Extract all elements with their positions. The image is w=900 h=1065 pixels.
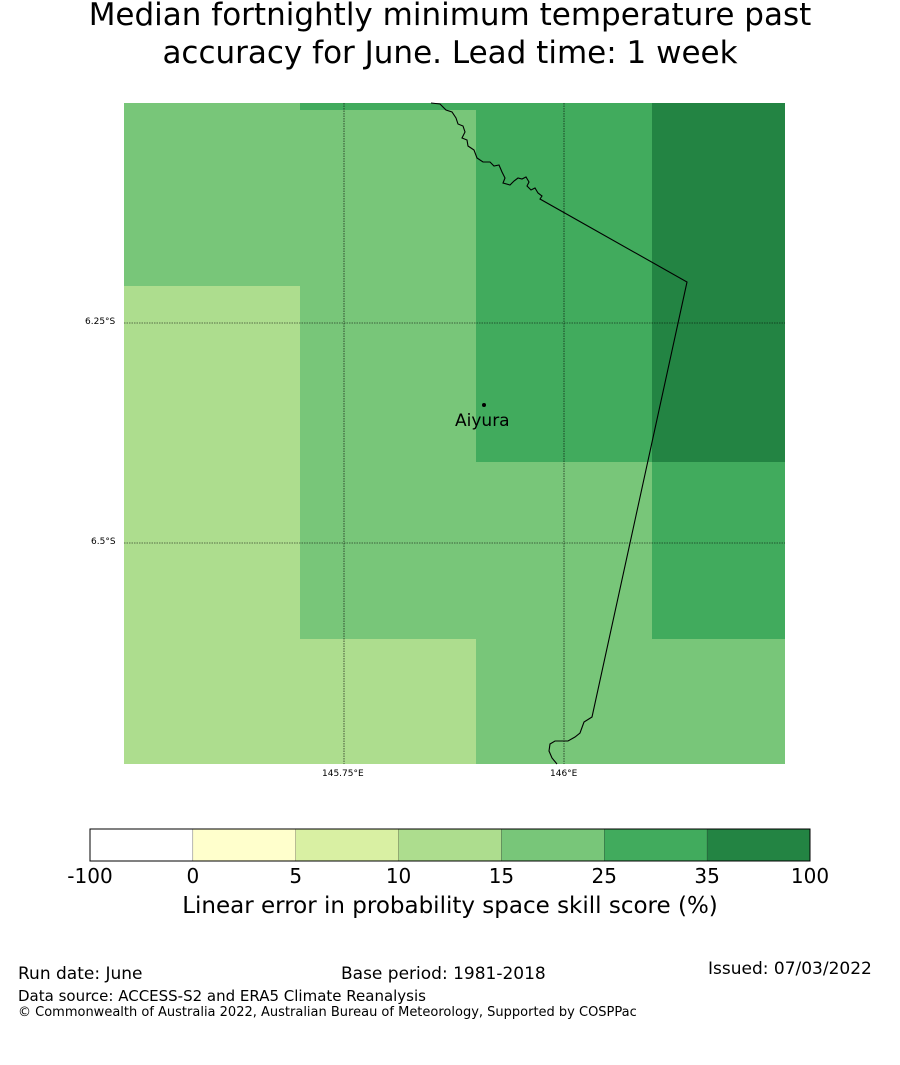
grid-cell	[652, 103, 785, 286]
colorbar-tick-label: 100	[790, 864, 830, 888]
colorbar-tick-label: 25	[591, 864, 618, 888]
data-source: Data source: ACCESS-S2 and ERA5 Climate …	[18, 987, 426, 1005]
colorbar-frame	[89, 828, 811, 862]
run-date: Run date: June	[18, 964, 143, 984]
grid-cell-edge	[300, 103, 476, 110]
colorbar-swatch	[295, 828, 399, 862]
grid-cell	[300, 286, 476, 462]
colorbar-tick-label: -100	[67, 864, 113, 888]
base-period: Base period: 1981-2018	[341, 964, 546, 984]
lat-label-6-25: 6.25°S	[85, 317, 116, 327]
copyright: © Commonwealth of Australia 2022, Austra…	[18, 1005, 637, 1020]
grid-cell	[652, 286, 785, 462]
grid-cell	[652, 639, 785, 764]
colorbar-tick-label: 15	[488, 864, 515, 888]
grid-cell	[124, 286, 300, 462]
map-title: Median fortnightly minimum temperature p…	[0, 0, 900, 72]
colorbar-swatches	[89, 828, 811, 862]
lon-label-145-75: 145.75°E	[322, 769, 364, 779]
colorbar-label: Linear error in probability space skill …	[182, 893, 718, 919]
colorbar-swatch	[501, 828, 605, 862]
grid-cell	[124, 639, 300, 764]
colorbar-tick-label: 0	[186, 864, 200, 888]
title-line-1: Median fortnightly minimum temperature p…	[88, 0, 812, 33]
grid-cell	[300, 462, 476, 639]
title-line-2: accuracy for June. Lead time: 1 week	[162, 35, 738, 71]
border-line	[430, 102, 688, 765]
grid-cell	[300, 639, 476, 764]
colorbar-swatch	[706, 828, 811, 862]
colorbar-tick-label: 10	[385, 864, 412, 888]
grid-cell	[124, 462, 300, 639]
grid-cell	[124, 103, 300, 286]
colorbar-swatch	[604, 828, 708, 862]
location-label: Aiyura	[455, 411, 510, 431]
colorbar-swatch	[398, 828, 502, 862]
colorbar-tick-label: 5	[289, 864, 303, 888]
colorbar-swatch	[192, 828, 296, 862]
colorbar-swatch	[89, 828, 194, 862]
lat-label-6-5: 6.5°S	[91, 537, 116, 547]
grid-cell	[300, 103, 476, 286]
lon-label-146: 146°E	[550, 769, 578, 779]
colorbar-tick-label: 35	[694, 864, 720, 888]
issued-date: Issued: 07/03/2022	[708, 959, 872, 979]
grid-cell	[652, 462, 785, 639]
location-marker	[482, 403, 486, 407]
